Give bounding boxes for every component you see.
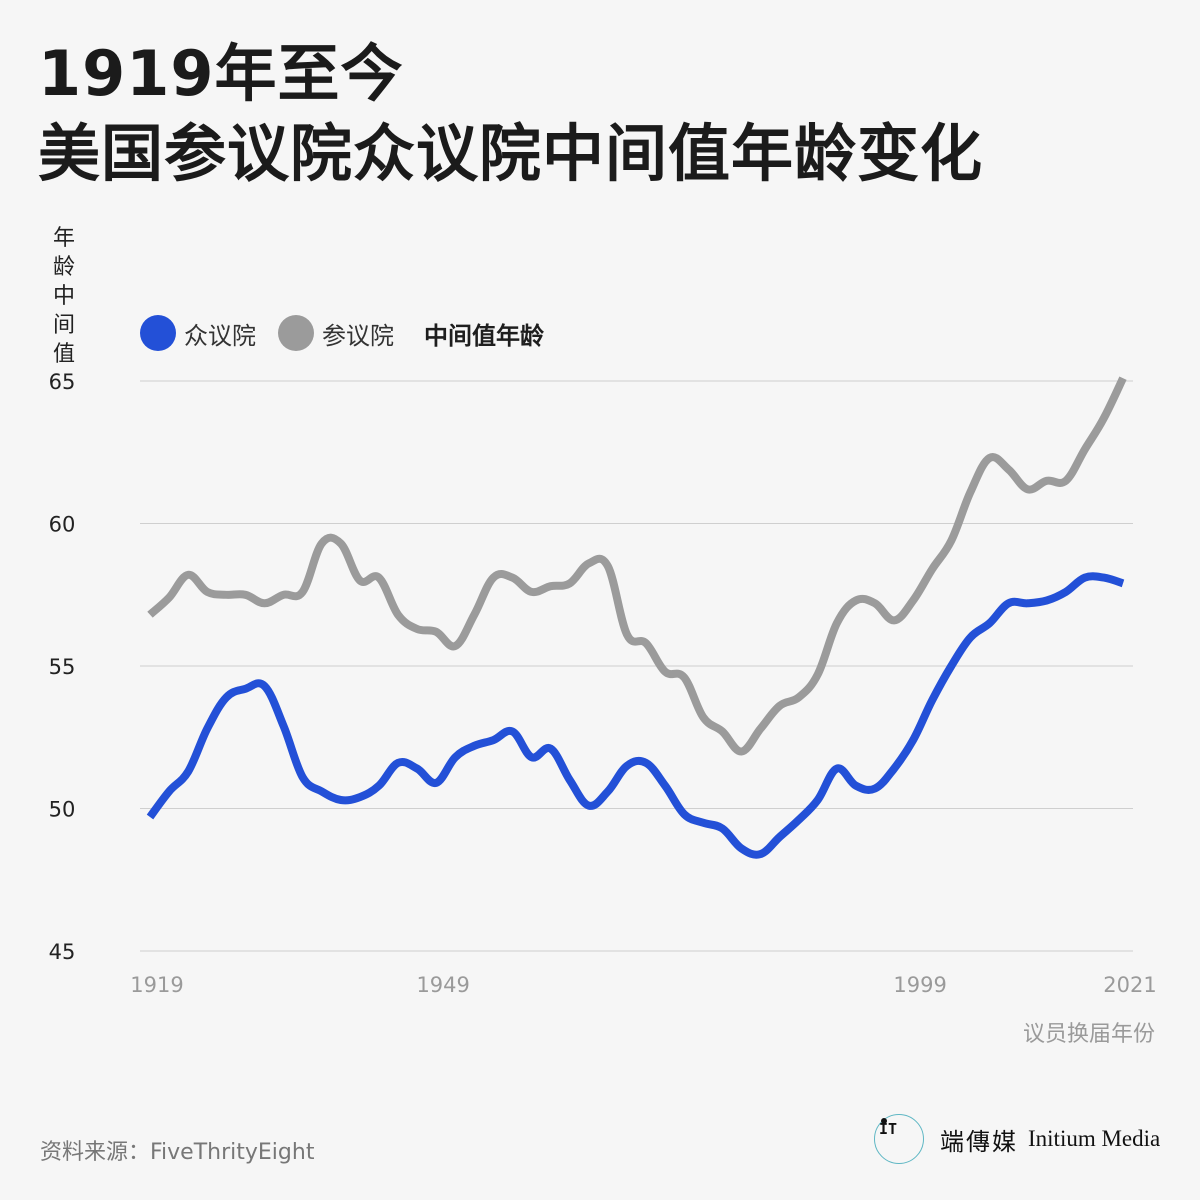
title-line-1: 1919年至今	[38, 37, 404, 110]
chart-title: 1919年至今 美国参议院众议院中间值年龄变化	[38, 34, 983, 194]
y-tick-label-45: 45	[49, 940, 76, 964]
x-tick-label-1949: 1949	[416, 973, 469, 997]
x-axis-title: 议员换届年份	[1022, 1022, 1155, 1047]
y-axis-title: 年龄中间值	[52, 226, 75, 367]
y-tick-label-55: 55	[49, 655, 76, 679]
x-tick-label-1999: 1999	[893, 973, 946, 997]
brand: IT 端傳媒 Initium Media	[874, 1113, 1160, 1165]
legend-senate-swatch	[278, 315, 314, 351]
y-tick-label-65: 65	[49, 370, 76, 394]
legend-senate-label: 参议院	[322, 321, 394, 350]
x-tick-label-1919: 1919	[130, 973, 183, 997]
source-note: 资料来源：FiveThrityEight	[40, 1140, 315, 1165]
legend-house-label: 众议院	[184, 321, 256, 350]
legend-note: 中间值年龄	[424, 321, 544, 350]
y-tick-label-50: 50	[49, 798, 76, 822]
legend: 众议院 参议院 中间值年龄	[140, 313, 544, 353]
legend-house: 众议院	[140, 315, 256, 351]
initium-logo-icon: IT	[874, 1114, 924, 1164]
y-tick-label-60: 60	[49, 513, 76, 537]
logo-mark: IT	[879, 1118, 898, 1138]
brand-name-en: Initium Media	[1028, 1126, 1161, 1151]
brand-name-cn: 端傳媒	[940, 1127, 1018, 1156]
legend-senate: 参议院	[278, 315, 394, 351]
x-tick-label-2021: 2021	[1103, 973, 1156, 997]
legend-house-swatch	[140, 315, 176, 351]
series-line-house	[146, 572, 1125, 859]
series-line-senate	[147, 376, 1127, 756]
title-line-2: 美国参议院众议院中间值年龄变化	[38, 117, 984, 190]
